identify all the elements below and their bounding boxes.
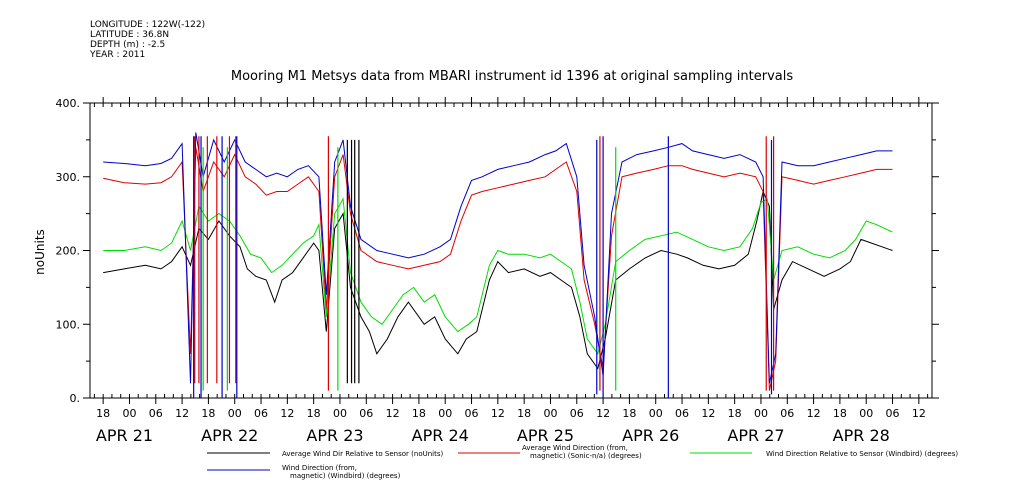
x-tick-label: 12 xyxy=(596,407,610,420)
legend: Average Wind Dir Relative to Sensor (noU… xyxy=(207,444,958,480)
x-tick-label: 12 xyxy=(912,407,926,420)
x-tick-label: 00 xyxy=(228,407,242,420)
x-tick-label: 06 xyxy=(886,407,900,420)
x-tick-label: 00 xyxy=(438,407,452,420)
date-label: APR 26 xyxy=(622,426,679,445)
x-tick-label: 06 xyxy=(780,407,794,420)
x-tick-label: 06 xyxy=(149,407,163,420)
x-tick-label: 18 xyxy=(307,407,321,420)
date-label: APR 21 xyxy=(96,426,153,445)
x-tick-label: 06 xyxy=(465,407,479,420)
x-tick-label: 00 xyxy=(859,407,873,420)
series-line-3 xyxy=(103,132,893,384)
date-label: APR 25 xyxy=(517,426,574,445)
x-tick-label: 18 xyxy=(201,407,215,420)
year-text: YEAR : 2011 xyxy=(90,50,146,60)
x-tick-label: 18 xyxy=(622,407,636,420)
legend-entry: Average Wind Dir Relative to Sensor (noU… xyxy=(282,450,443,458)
x-tick-label: 18 xyxy=(833,407,847,420)
legend-entry: Wind Direction Relative to Sensor (Windb… xyxy=(766,450,958,458)
x-tick-label: 18 xyxy=(412,407,426,420)
x-tick-label: 00 xyxy=(649,407,663,420)
axes: 0. 100. 200. 300. 400. 18 00 06 12 18 00 06 12 18 00 06… xyxy=(56,97,939,445)
x-tick-label: 12 xyxy=(491,407,505,420)
y-tick-label: 400. xyxy=(56,97,81,110)
y-axis-label: noUnits xyxy=(33,229,47,275)
date-label: APR 23 xyxy=(306,426,363,445)
chart-title: Mooring M1 Metsys data from MBARI instru… xyxy=(231,69,793,84)
y-tick-label: 200. xyxy=(56,245,81,258)
x-tick-label: 18 xyxy=(728,407,742,420)
x-tick-label: 12 xyxy=(175,407,189,420)
latitude-text: LATITUDE : 36.8N xyxy=(90,30,170,40)
legend-entry: Wind Direction (from, magnetic) (Windbird… xyxy=(282,464,401,480)
y-tick-label: 300. xyxy=(56,171,81,184)
metadata-block: LONGITUDE : 122W(-122) LATITUDE : 36.8N … xyxy=(90,20,205,60)
x-tick-label: 06 xyxy=(675,407,689,420)
x-tick-label: 12 xyxy=(280,407,294,420)
x-tick-label: 00 xyxy=(754,407,768,420)
longitude-text: LONGITUDE : 122W(-122) xyxy=(90,20,206,30)
legend-entry: Average Wind Direction (from, magnetic) (… xyxy=(522,444,642,460)
x-tick-label: 18 xyxy=(96,407,110,420)
x-tick-label: 00 xyxy=(122,407,136,420)
x-tick-label: 12 xyxy=(386,407,400,420)
x-tick-label: 12 xyxy=(807,407,821,420)
plot-lines xyxy=(103,132,893,398)
x-tick-label: 06 xyxy=(359,407,373,420)
x-tick-label: 00 xyxy=(333,407,347,420)
date-label: APR 28 xyxy=(833,426,890,445)
series-line-2 xyxy=(103,197,893,355)
y-tick-label: 0. xyxy=(70,392,81,405)
depth-text: DEPTH (m) : -2.5 xyxy=(90,40,166,50)
series-line-1 xyxy=(103,147,893,391)
y-tick-label: 100. xyxy=(56,318,81,331)
x-tick-label: 06 xyxy=(254,407,268,420)
x-tick-label: 12 xyxy=(701,407,715,420)
x-tick-label: 06 xyxy=(570,407,584,420)
date-label: APR 27 xyxy=(727,426,784,445)
date-label: APR 22 xyxy=(201,426,258,445)
date-label: APR 24 xyxy=(412,426,469,445)
x-tick-label: 00 xyxy=(543,407,557,420)
x-tick-label: 18 xyxy=(517,407,531,420)
